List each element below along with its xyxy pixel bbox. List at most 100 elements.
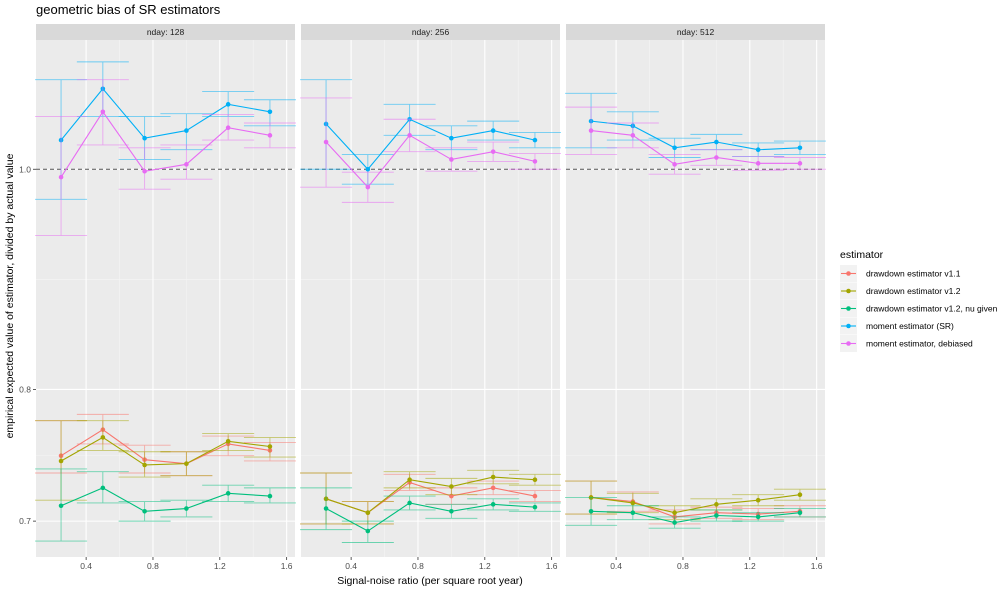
x-axis-title: Signal-noise ratio (per square root year… <box>337 575 523 587</box>
data-point <box>449 135 454 141</box>
data-point <box>142 135 147 141</box>
data-point <box>365 510 371 516</box>
facet-panels: nday: 128 0.4 0.8 1.2 1.6 nday: 256 0.4 0.8 1.2 1… <box>19 24 826 571</box>
legend-label: drawdown estimator v1.1 <box>866 269 961 279</box>
x-tick-label: 0.4 <box>345 561 357 571</box>
data-point <box>225 491 231 496</box>
data-point <box>714 155 719 160</box>
data-point <box>184 461 189 466</box>
series-line <box>60 428 271 465</box>
legend-item-drawdown-estimator-v1-2-nu-given: drawdown estimator v1.2, nu given <box>840 300 998 317</box>
y-tick-label: 1.0 <box>19 164 31 174</box>
series-line <box>325 134 536 189</box>
data-point <box>532 159 538 164</box>
error-bar <box>160 144 213 180</box>
legend-item-drawdown-estimator-v1-2: drawdown estimator v1.2 <box>840 282 961 300</box>
data-point <box>755 514 761 520</box>
error-bar <box>118 147 171 190</box>
y-tick-label: 0.7 <box>19 516 31 526</box>
data-point <box>407 500 412 506</box>
legend-item-drawdown-estimator-v1-1: drawdown estimator v1.1 <box>840 265 961 282</box>
data-point <box>365 528 371 534</box>
data-point <box>449 484 454 489</box>
series-line <box>325 502 535 532</box>
legend-item-moment-estimator-sr: moment estimator (SR) <box>840 317 954 335</box>
series-moment-estimator-sr <box>565 92 826 158</box>
data-point <box>225 438 231 444</box>
data-point <box>797 510 803 516</box>
x-tick-label: 0.8 <box>147 561 159 571</box>
series-moment-estimator-debiased <box>35 79 296 237</box>
data-point <box>100 485 106 491</box>
data-point <box>532 477 538 483</box>
data-point <box>797 145 803 151</box>
data-point <box>755 497 761 503</box>
data-point <box>100 109 106 115</box>
data-point <box>714 502 719 507</box>
facet-panel-nday-128: nday: 128 0.4 0.8 1.2 1.6 <box>35 24 296 571</box>
series-line <box>325 118 536 171</box>
data-point <box>714 139 719 145</box>
data-point <box>490 485 496 491</box>
legend-label: moment estimator (SR) <box>866 321 954 331</box>
series-moment-estimator-debiased <box>565 106 826 175</box>
x-tick-label: 1.6 <box>546 561 558 571</box>
x-tick-label: 1.2 <box>479 561 491 571</box>
data-point <box>142 462 147 468</box>
facet-strip <box>566 24 825 40</box>
y-tick-label: 0.8 <box>19 384 31 394</box>
data-point <box>490 149 496 154</box>
series-drawdown-estimator-v1-2-nu-given <box>300 487 561 543</box>
data-point <box>100 435 106 440</box>
legend-key-point <box>846 323 851 329</box>
legend-label: drawdown estimator v1.2, nu given <box>866 304 998 314</box>
data-point <box>797 161 803 166</box>
x-tick-label: 1.2 <box>744 561 756 571</box>
x-tick-label: 0.4 <box>610 561 622 571</box>
series-line <box>60 87 271 141</box>
facet-strip-label: nday: 128 <box>147 27 185 37</box>
x-tick-label: 0.8 <box>677 561 689 571</box>
data-point <box>588 128 594 133</box>
data-point <box>672 510 677 516</box>
data-point <box>323 139 329 145</box>
data-point <box>407 133 412 138</box>
series-line <box>591 496 800 518</box>
data-point <box>490 474 496 480</box>
data-point <box>225 125 231 131</box>
data-point <box>755 147 761 153</box>
series-line <box>591 510 800 524</box>
data-point <box>58 174 64 180</box>
series-moment-estimator-debiased <box>300 97 561 203</box>
data-point <box>672 520 677 525</box>
series-line <box>325 476 535 514</box>
x-tick-label: 0.8 <box>412 561 424 571</box>
data-point <box>184 128 189 133</box>
facet-strip-label: nday: 256 <box>412 27 450 37</box>
data-point <box>323 506 329 511</box>
y-axis: 0.7 0.8 1.0 <box>19 164 36 526</box>
data-point <box>184 162 189 167</box>
data-point <box>184 506 189 511</box>
data-point <box>142 509 147 514</box>
data-point <box>797 492 803 498</box>
legend-label: drawdown estimator v1.2 <box>866 286 961 296</box>
y-axis-title: empirical expected value of estimator, d… <box>4 153 16 438</box>
legend: estimator drawdown estimator v1.1 drawdow… <box>840 249 998 352</box>
data-point <box>267 444 273 449</box>
series-line <box>60 487 270 512</box>
data-point <box>490 502 496 507</box>
data-point <box>714 513 719 518</box>
legend-title: estimator <box>840 249 884 261</box>
series-drawdown-estimator-v1-2-nu-given <box>35 468 296 542</box>
series-line <box>590 494 801 514</box>
legend-item-moment-estimator-debiased: moment estimator, debiased <box>840 335 973 352</box>
x-tick-label: 1.6 <box>281 561 293 571</box>
legend-label: moment estimator, debiased <box>866 339 973 349</box>
facet-panel-nday-256: nday: 256 0.4 0.8 1.2 1.6 <box>300 24 561 571</box>
data-point <box>407 477 412 483</box>
facet-strip-label: nday: 512 <box>677 27 715 37</box>
data-point <box>365 166 371 172</box>
data-point <box>449 157 454 162</box>
